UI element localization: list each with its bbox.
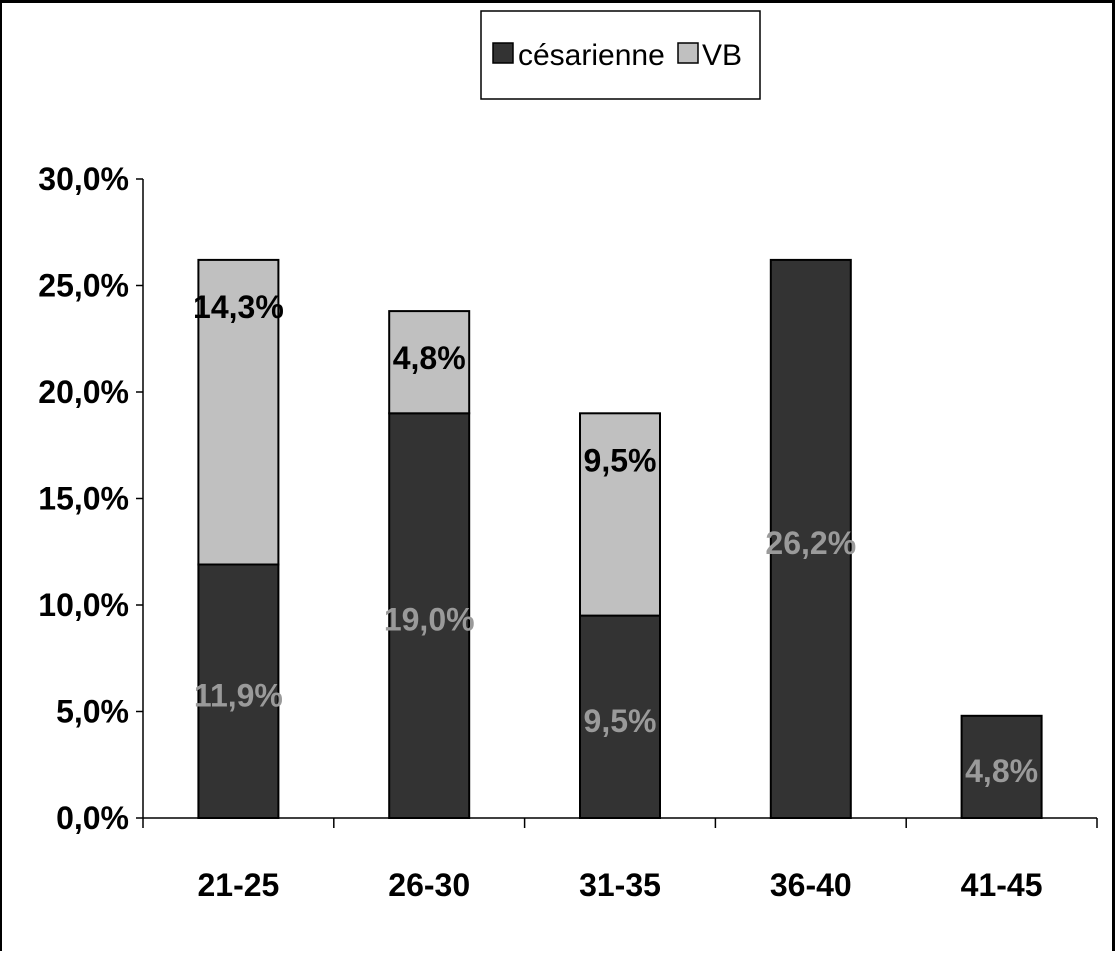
- y-tick-label: 15,0%: [38, 481, 129, 517]
- legend-label-vb: VB: [702, 39, 742, 72]
- x-tick-label: 26-30: [388, 867, 470, 903]
- data-label-cesarienne-26-30: 19,0%: [384, 602, 475, 638]
- axes-layer: 0,0% 5,0% 10,0% 15,0% 20,0% 25,0% 30,0% 21-25 26…: [38, 161, 1098, 903]
- data-labels-layer: 11,9% 14,3% 19,0% 4,8% 9,5% 9,5% 26,2% 4,8%: [193, 289, 1038, 789]
- data-label-vb-31-35: 9,5%: [584, 442, 657, 478]
- legend-box: [480, 10, 761, 100]
- y-tick-label: 0,0%: [56, 800, 129, 836]
- data-label-cesarienne-31-35: 9,5%: [584, 703, 657, 739]
- stacked-bar-chart: césarienne VB 0,0% 5,0% 10,0% 15,0% 20,0% 25,…: [38, 10, 1098, 903]
- bar-vb-21-25: [197, 258, 280, 566]
- x-tick-label: 21-25: [197, 867, 279, 903]
- bar-cesarienne-21-25: [197, 563, 280, 819]
- x-tick-label: 41-45: [961, 867, 1043, 903]
- legend-swatch-cesarienne: [492, 42, 514, 64]
- y-tick-label: 20,0%: [38, 374, 129, 410]
- data-label-cesarienne-21-25: 11,9%: [194, 677, 283, 713]
- bar-cesarienne-36-40: [769, 258, 852, 819]
- bar-cesarienne-31-35: [579, 614, 661, 819]
- y-tick-label: 5,0%: [56, 694, 129, 730]
- y-tick-label: 10,0%: [38, 587, 129, 623]
- data-label-cesarienne-36-40: 26,2%: [765, 525, 856, 561]
- bar-cesarienne-26-30: [388, 412, 471, 819]
- bars-layer: [197, 258, 1043, 819]
- data-label-vb-26-30: 4,8%: [393, 340, 466, 376]
- legend-swatch-vb: [677, 42, 699, 64]
- bar-vb-31-35: [579, 412, 661, 617]
- data-label-cesarienne-41-45: 4,8%: [965, 753, 1038, 789]
- legend-label-cesarienne: césarienne: [518, 39, 665, 72]
- legend: césarienne VB: [480, 10, 761, 100]
- bar-vb-26-30: [388, 310, 471, 415]
- x-tick-label: 36-40: [770, 867, 852, 903]
- y-tick-label: 25,0%: [38, 268, 129, 304]
- y-tick-label: 30,0%: [38, 161, 129, 197]
- x-tick-label: 31-35: [579, 867, 661, 903]
- data-label-vb-21-25: 14,3%: [193, 289, 284, 325]
